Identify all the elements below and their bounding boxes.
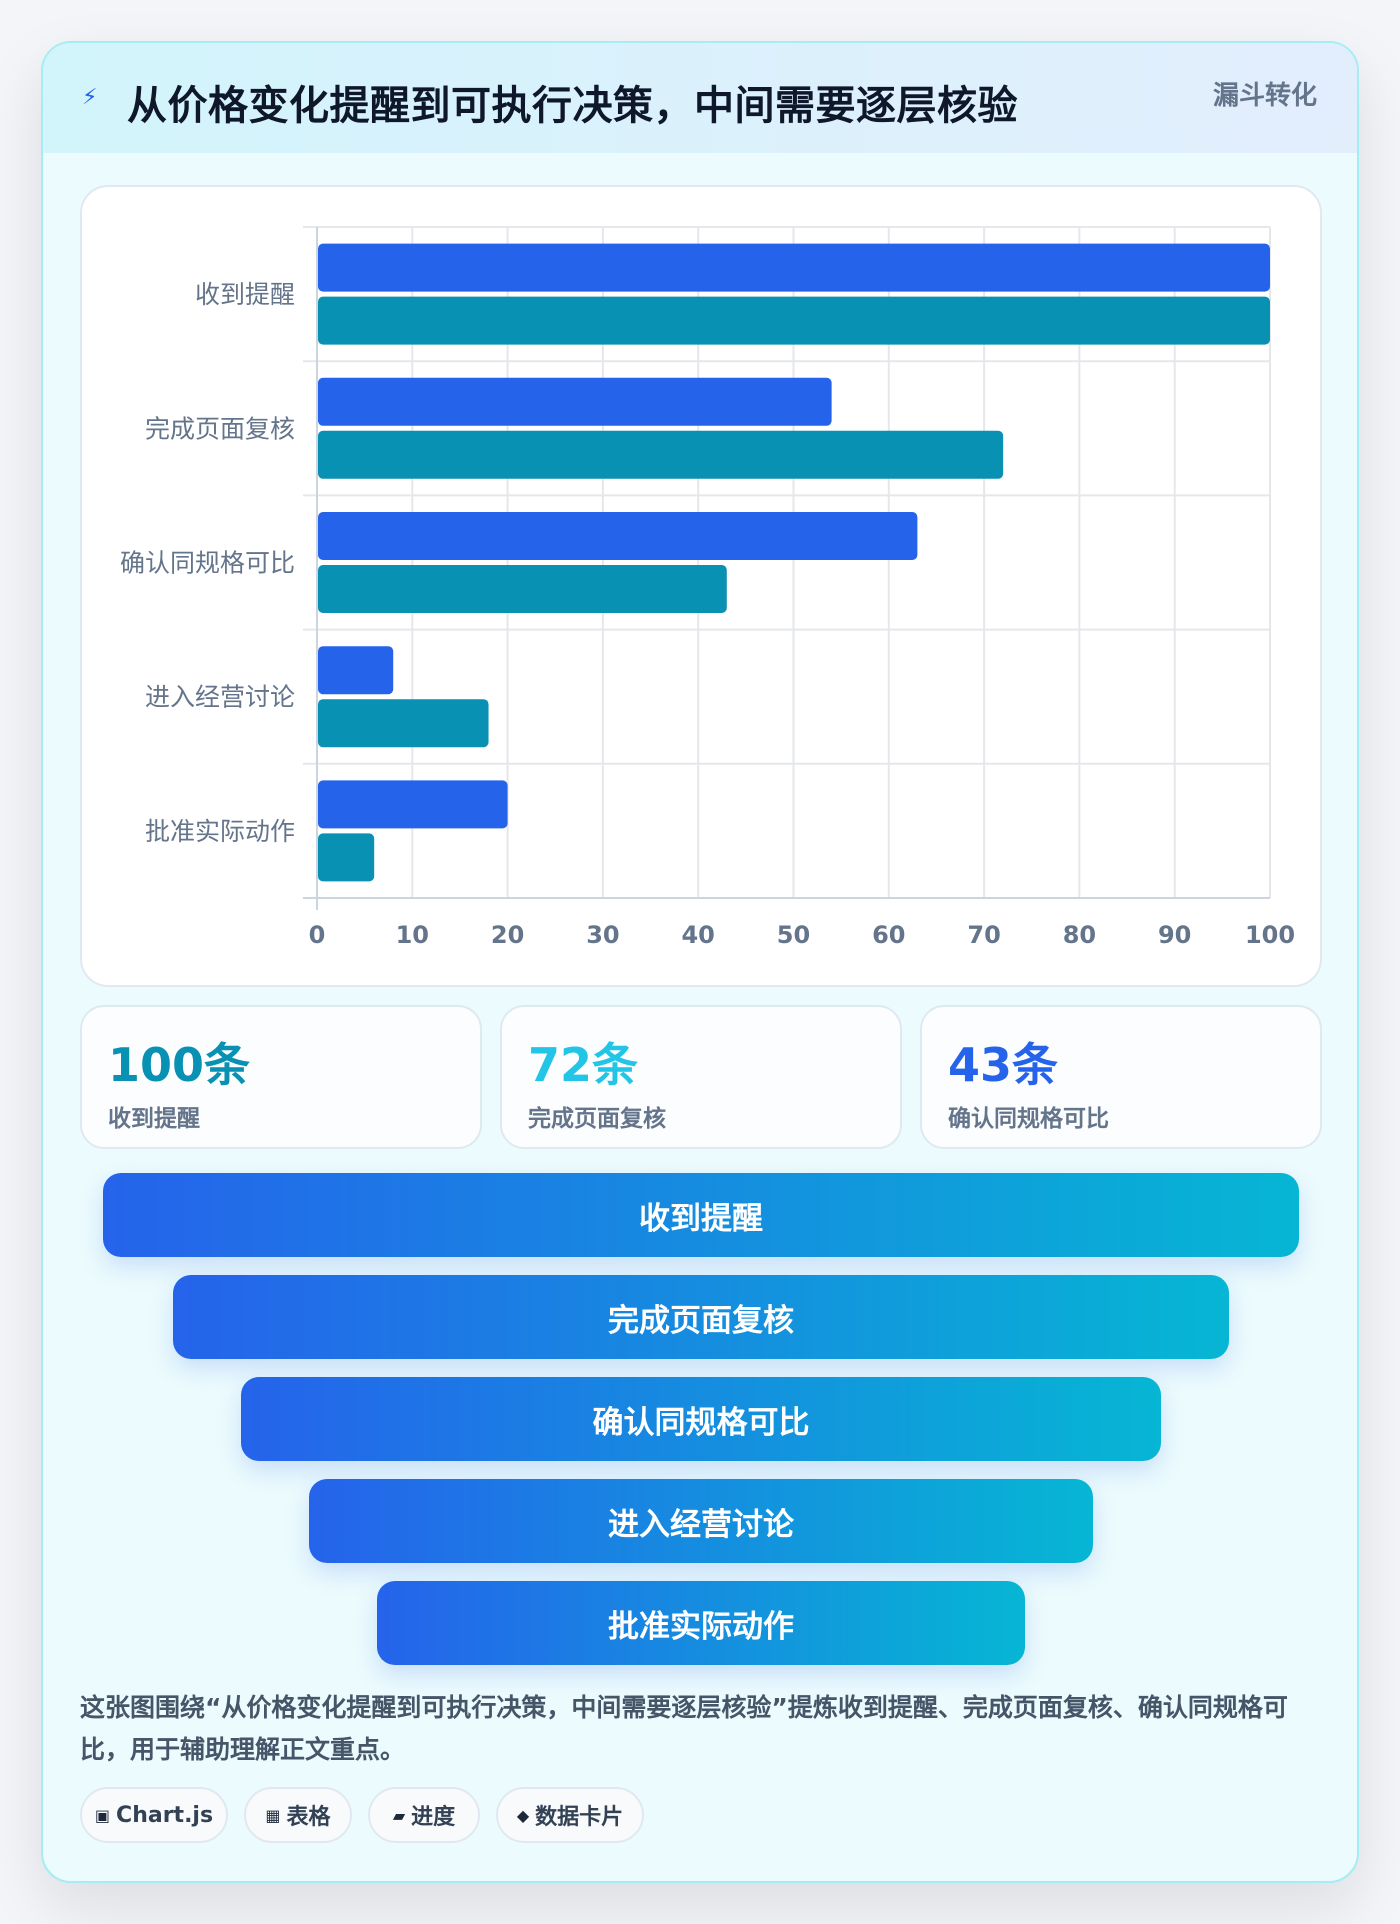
bar-chart-panel: 0 10 20 30 40 50 60 70 80 90 100 收到提醒完成页面复核确认同规格可比进… [80,185,1322,987]
category-label: 完成页面复核 [145,414,295,443]
lightning-icon: ⚡ [82,85,98,110]
category-label: 收到提醒 [195,280,295,309]
infographic-card: ⚡ 从价格变化提醒到可执行决策，中间需要逐层核验 漏斗转化 0 10 20 30 40 5… [41,41,1359,1883]
stat-value: 43条 [948,1038,1059,1092]
stat-value: 72条 [528,1038,639,1092]
funnel-step-4: 进入经营讨论 [309,1479,1093,1563]
funnel-step-2: 完成页面复核 [173,1275,1229,1359]
x-tick-label: 90 [1158,921,1191,949]
category-label: 批准实际动作 [145,817,295,846]
bar [318,833,375,882]
chip-progress[interactable]: ▰ 进度 [368,1787,480,1843]
stat-label: 完成页面复核 [528,1106,666,1132]
chip-table[interactable]: ▦ 表格 [244,1787,352,1843]
page-title: 从价格变化提醒到可执行决策，中间需要逐层核验 [127,83,1018,129]
x-tick-label: 30 [586,921,619,949]
chip-data-card[interactable]: ◆ 数据卡片 [496,1787,644,1843]
table-icon: ▦ [265,1805,281,1825]
bar [318,512,918,560]
x-tick-label: 70 [967,921,1000,949]
card-header: ⚡ 从价格变化提醒到可执行决策，中间需要逐层核验 漏斗转化 [43,43,1357,153]
bar [318,565,727,613]
diamond-icon: ◆ [516,1805,530,1825]
category-label: 确认同规格可比 [120,549,295,578]
chip-chartjs[interactable]: ▣ Chart.js [80,1787,228,1843]
stat-label: 收到提醒 [108,1106,200,1132]
funnel-step-1: 收到提醒 [103,1173,1299,1257]
category-label: 进入经营讨论 [145,683,295,712]
bar [318,699,489,748]
x-tick-label: 10 [396,921,429,949]
chart-icon: ▣ [94,1805,111,1825]
bar [318,296,1270,345]
bar-chart: 0 10 20 30 40 50 60 70 80 90 100 收到提醒完成页面复核确认同规格可比进… [120,226,1295,949]
bar [318,377,832,426]
chip-label: 表格 [286,1805,331,1830]
x-tick-label: 50 [777,921,810,949]
bar [318,243,1270,292]
bar [318,646,394,695]
x-tick-label: 60 [872,921,905,949]
stat-label: 确认同规格可比 [948,1106,1109,1132]
stat-card-comparable: 43条 确认同规格可比 [920,1005,1322,1149]
chip-label: 数据卡片 [535,1805,624,1830]
bar [318,430,1004,479]
x-tick-label: 100 [1245,921,1295,949]
stat-value: 100条 [108,1038,251,1092]
chip-label: Chart.js [116,1802,214,1828]
x-tick-label: 40 [681,921,714,949]
bar [318,780,508,829]
progress-icon: ▰ [392,1805,406,1825]
stat-card-reviewed: 72条 完成页面复核 [500,1005,902,1149]
funnel-step-3: 确认同规格可比 [241,1377,1161,1461]
chip-label: 进度 [411,1805,456,1830]
x-tick-label: 20 [491,921,524,949]
funnel-step-5: 批准实际动作 [377,1581,1025,1665]
x-tick-label: 0 [309,921,326,949]
x-tick-label: 80 [1063,921,1096,949]
category-tag: 漏斗转化 [1212,81,1317,111]
description-text: 这张图围绕“从价格变化提醒到可执行决策，中间需要逐层核验”提炼收到提醒、完成页面… [80,1693,1288,1764]
stat-card-received: 100条 收到提醒 [80,1005,482,1149]
